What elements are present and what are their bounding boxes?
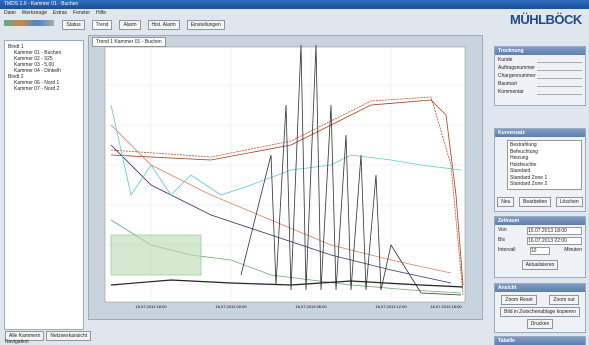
list-item[interactable]: Bestrahlung [510,142,537,148]
panel-header: Ansicht [495,284,585,292]
tree-node[interactable]: Kammer 03 - 5,00 [14,62,55,68]
trend-window: Trend 1 Kammer 01 - Buchen 15.07.2013 18… [88,35,483,320]
menu-item[interactable]: Extras [52,10,68,16]
menu-item[interactable]: Fenster [73,10,91,16]
tree-node[interactable]: Kammer 06 - Nord 1 [14,80,60,86]
field: Kommentar [498,89,582,95]
unit: Minuten [564,247,582,253]
field-label: Baumart [498,81,517,87]
window-title: TMDS 1.0 - Kammer 01 - Buchen [4,1,79,7]
list-item[interactable]: Standard Zone 2 [510,181,548,187]
panel-header: Trocknung [495,47,585,55]
toolbar-button[interactable]: Trend [91,20,113,30]
title-bar: TMDS 1.0 - Kammer 01 - Buchen [0,0,589,9]
input[interactable]: 10 [529,247,550,255]
field-label: Intervall [498,247,516,253]
x-tick-label: 16.07.2013 06:00 [295,304,327,309]
input[interactable]: 16.07.2013 22:00 [527,237,582,245]
left-tabs: Alle Kammern Netzwerkansicht [4,330,92,342]
list-item[interactable]: Befeuchtung [510,148,539,155]
list-item[interactable]: Holzfeuchte [510,161,537,168]
field-label: Kommentar [498,89,524,95]
tree-node[interactable]: Kammer 02 - 925 [14,56,53,62]
button[interactable]: Aktualisieren [521,260,559,270]
x-tick-label: 15.07.2013 18:00 [135,304,167,309]
x-tick-label: 16.07.2013 12:00 [375,304,407,309]
tree-node[interactable]: Kammer 07 - Nord 2 [14,86,60,92]
field: Chargennummer [498,73,582,79]
field-label: Chargennummer [498,73,536,79]
field: Bis 16.07.2013 22:00 [498,237,582,245]
view-panel: Ansicht Zoom Reset Zoom out Bild in Zwisc… [494,283,586,333]
button[interactable]: Drucken [526,319,554,329]
field-label: Bis [498,237,505,243]
field: Auftragsnummer [498,65,582,71]
field: Baumart [498,81,582,87]
menu-item[interactable]: Werkzeuge [21,10,47,16]
menu-bar: Datei Werkzeuge Extras Fenster Hilfe [4,10,112,16]
input[interactable]: 15.07.2013 18:00 [527,227,582,235]
toolbar: Status Trend Alarm Hist. Alarm Einstellungen [4,19,484,30]
panel-header: Tabelle [495,337,585,345]
curve-list: Bestrahlung Befeuchtung Heizung Holzfeuchte… [507,140,582,190]
trend-chart: 15.07.2013 18:00 16.07.2013 00:00 16.07.… [104,45,466,309]
field: Intervall 10 Minuten [498,247,582,255]
toolbar-button[interactable]: Einstellungen [186,20,225,30]
tree-node[interactable]: Kammer 01 - Buchen [14,50,62,56]
x-tick-label: 16.07.2013 00:00 [215,304,247,309]
field-label: Kunde [498,57,513,63]
toolbar-icons [4,20,54,26]
navigation[interactable]: Navigation [5,339,29,345]
button[interactable]: Neu [497,197,515,207]
tree-panel: Bindt 1 Kammer 01 - Buchen Kammer 02 - 9… [4,40,84,330]
curve-panel: Kurvensatz Bestrahlung Befeuchtung Heizung… [494,128,586,212]
field-label: Auftragsnummer [498,65,535,71]
field: Kunde [498,57,582,63]
tree-node[interactable]: Bindt 1 [8,44,24,50]
panel-header: Zeitraum [495,217,585,225]
toolbar-button[interactable]: Hist. Alarm [147,20,180,30]
button[interactable]: Bild in Zwischenablage kopieren [500,307,580,317]
list-item[interactable]: Standard [510,168,531,174]
field: Von 15.07.2013 18:00 [498,227,582,235]
logo: MÜHLBÖCK [510,12,582,27]
menu-item[interactable]: Hilfe [96,10,107,16]
list-item[interactable]: Standard Zone 1 [510,174,548,181]
time-panel: Zeitraum Von 15.07.2013 18:00 Bis 16.07.20… [494,216,586,278]
button[interactable]: Löschen [555,197,583,207]
info-panel: Trocknung Kunde Auftragsnummer Chargennu… [494,46,586,106]
button[interactable]: Bearbeiten [519,197,552,207]
trend-curves [110,45,464,296]
field-label: Von [498,227,507,233]
tab[interactable]: Netzwerkansicht [46,331,92,341]
menu-item[interactable]: Datei [4,10,16,16]
table-panel: Tabelle [494,336,586,345]
x-tick-label: 16.07.2013 18:00 [430,304,462,309]
tree-node[interactable]: Kammer 04 - Dinkelh [14,68,61,74]
list-item[interactable]: Heizung [510,155,529,161]
panel-header: Kurvensatz [495,129,585,137]
document-tab[interactable]: Trend 1 Kammer 01 - Buchen [92,37,166,47]
toolbar-button[interactable]: Alarm [119,20,141,30]
tab[interactable]: Alle Kammern [5,331,45,341]
button[interactable]: Zoom Reset [501,295,537,305]
toolbar-button[interactable]: Status [62,20,85,30]
tree-node[interactable]: Bindt 2 [8,74,24,80]
button[interactable]: Zoom out [549,295,579,305]
